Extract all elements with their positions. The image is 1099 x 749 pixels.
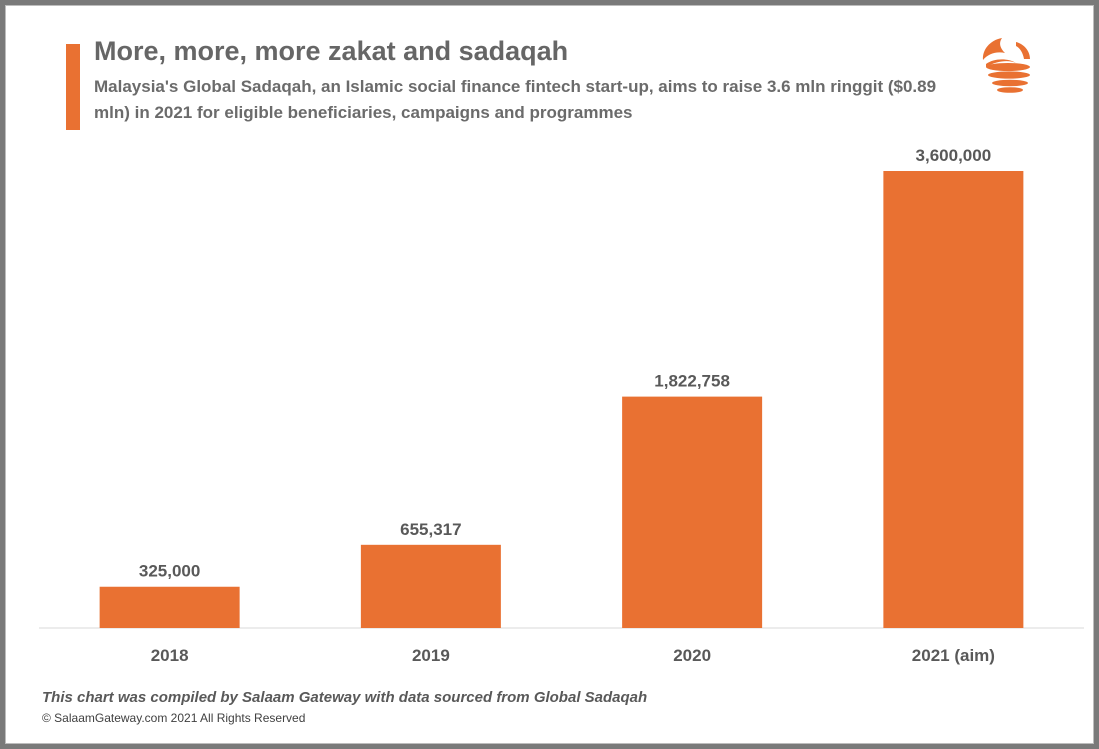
bar-value-label: 325,000 [139, 562, 200, 581]
x-tick-label: 2019 [412, 646, 450, 665]
copyright-note: © SalaamGateway.com 2021 All Rights Rese… [42, 711, 306, 725]
bar-value-label: 1,822,758 [654, 372, 730, 391]
bar-2019 [360, 544, 501, 628]
bar-2020 [622, 396, 763, 628]
source-note: This chart was compiled by Salaam Gatewa… [42, 689, 648, 706]
chart-subtitle: Malaysia's Global Sadaqah, an Islamic so… [94, 77, 937, 122]
chart-frame: More, more, more zakat and sadaqah Malay… [5, 5, 1094, 744]
x-tick-label: 2021 (aim) [912, 646, 995, 665]
bar-2018 [99, 586, 240, 628]
bar-chart: 325,000 2018 655,317 2019 1,822,758 2020 3,600… [39, 146, 1084, 665]
salaam-gateway-logo-icon [972, 32, 1042, 102]
x-tick-label: 2018 [151, 646, 189, 665]
bar-value-label: 655,317 [400, 520, 461, 539]
title-accent-bar [66, 44, 80, 130]
bar-value-label: 3,600,000 [916, 146, 992, 165]
x-tick-label: 2020 [673, 646, 711, 665]
bar-2021-aim [883, 171, 1024, 628]
chart-title: More, more, more zakat and sadaqah [94, 36, 569, 66]
